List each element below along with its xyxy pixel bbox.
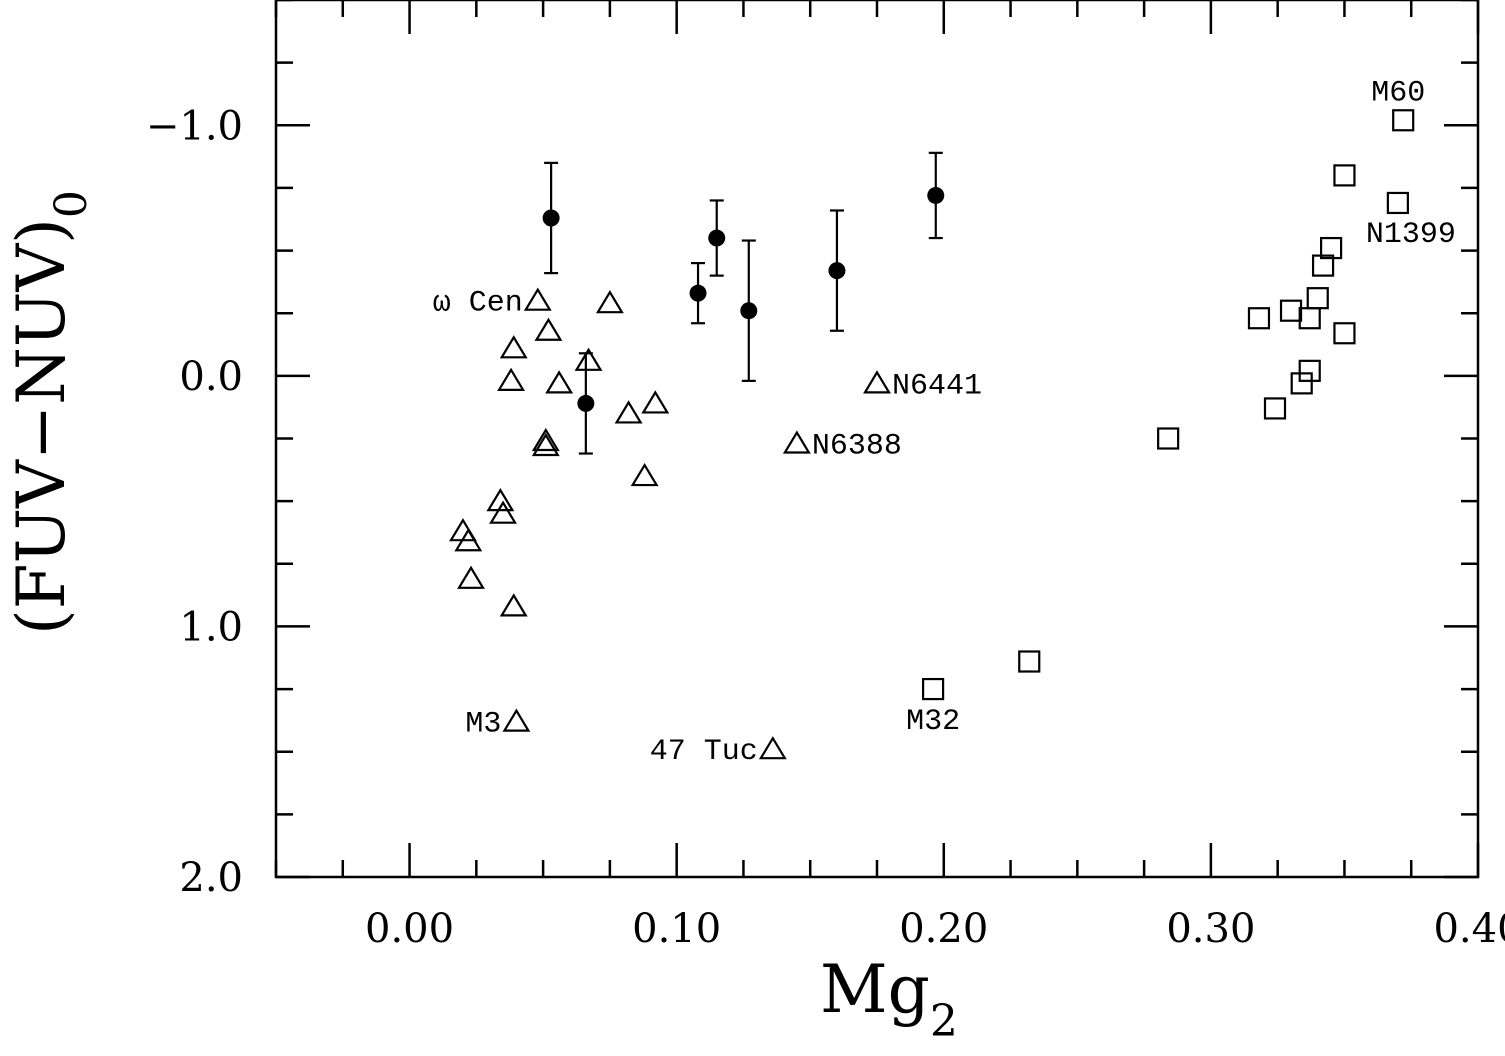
open-square-point (1157, 427, 1180, 450)
open-square-point (1298, 307, 1321, 330)
x-tick-label: 0.40 (1433, 906, 1505, 952)
open-triangle-point (499, 593, 528, 617)
filled-circle-point (927, 186, 945, 204)
annotation-label: M3 (465, 708, 501, 742)
open-triangle-point (486, 488, 515, 512)
annotation-label: 47 Tuc (650, 735, 758, 769)
open-square-point (1392, 109, 1415, 132)
point-annotations: ω Cen N6441 N6388 M3 47 Tuc M60 N1399 M32 (433, 76, 1456, 769)
open-triangle-point (502, 708, 531, 732)
filled-circle-point (689, 284, 707, 302)
open-triangle-point (545, 370, 574, 394)
open-triangle-point (534, 317, 563, 341)
axis-ticks (274, 0, 1480, 879)
annotation-label: N6388 (812, 430, 902, 464)
x-axis-title: Mg2 (820, 951, 958, 1047)
open-triangle-point (758, 736, 787, 760)
x-tick-label: 0.30 (1166, 906, 1255, 952)
open-triangle-point (574, 347, 603, 371)
open-square-point (1018, 650, 1041, 673)
open-triangle-point (489, 500, 517, 524)
open-square-point (1279, 299, 1303, 322)
open-triangle-point (863, 370, 891, 394)
x-axis-title-main: Mg (820, 951, 930, 1028)
filled-circle-point (577, 394, 595, 412)
x-tick-label: 0.20 (899, 906, 988, 952)
open-square-point (921, 677, 945, 701)
annotation-label: N1399 (1366, 218, 1456, 252)
y-tick-label: −1.0 (146, 103, 243, 149)
x-axis-title-subscript: 2 (930, 996, 958, 1047)
open-triangle-point (782, 430, 811, 454)
open-triangle-point (614, 400, 643, 424)
x-tick-label: 0.00 (365, 906, 454, 952)
filled-circle-point (708, 229, 726, 247)
y-axis-title: (FUV−NUV)0 (3, 190, 97, 635)
open-square-point (1263, 397, 1287, 420)
open-square-point (1333, 164, 1356, 187)
open-square-point (1311, 254, 1335, 277)
annotation-label: M60 (1371, 76, 1425, 110)
open-square-point (1386, 191, 1409, 215)
y-tick-label: 2.0 (179, 855, 243, 901)
open-triangle-point (499, 335, 528, 359)
open-triangle-point (595, 290, 624, 314)
open-triangle-point (454, 528, 483, 552)
y-tick-label: 1.0 (179, 604, 243, 650)
y-axis-title-subscript: 0 (46, 190, 97, 218)
filled-circle-point (828, 262, 846, 280)
open-square-point (1319, 236, 1343, 260)
open-square-point (1306, 287, 1329, 310)
open-square-point (1298, 359, 1321, 382)
filled-circle-point (740, 302, 758, 320)
open-square-point (1333, 322, 1356, 345)
open-triangle-point (641, 390, 670, 414)
annotation-label: M32 (906, 705, 960, 739)
y-tick-label: 0.0 (179, 354, 243, 400)
open-square-point (1290, 372, 1313, 395)
open-triangle-point (523, 287, 552, 311)
open-triangle-point (531, 432, 560, 457)
open-triangle-point (630, 462, 659, 487)
open-triangle-point (531, 427, 560, 452)
open-square-point (1247, 307, 1271, 330)
y-axis-title-main: (FUV−NUV) (3, 218, 80, 635)
data-markers (449, 109, 1415, 760)
open-triangle-point (497, 367, 526, 391)
filled-circle-point (542, 209, 560, 227)
open-triangle-point (457, 565, 485, 589)
annotation-label: ω Cen (433, 287, 523, 321)
annotation-label: N6441 (892, 369, 982, 403)
x-tick-label: 0.10 (632, 906, 721, 952)
axis-tick-labels: 0.00 0.10 0.20 0.30 0.40 −1.0 0.0 1.0 2.0 (146, 103, 1505, 952)
